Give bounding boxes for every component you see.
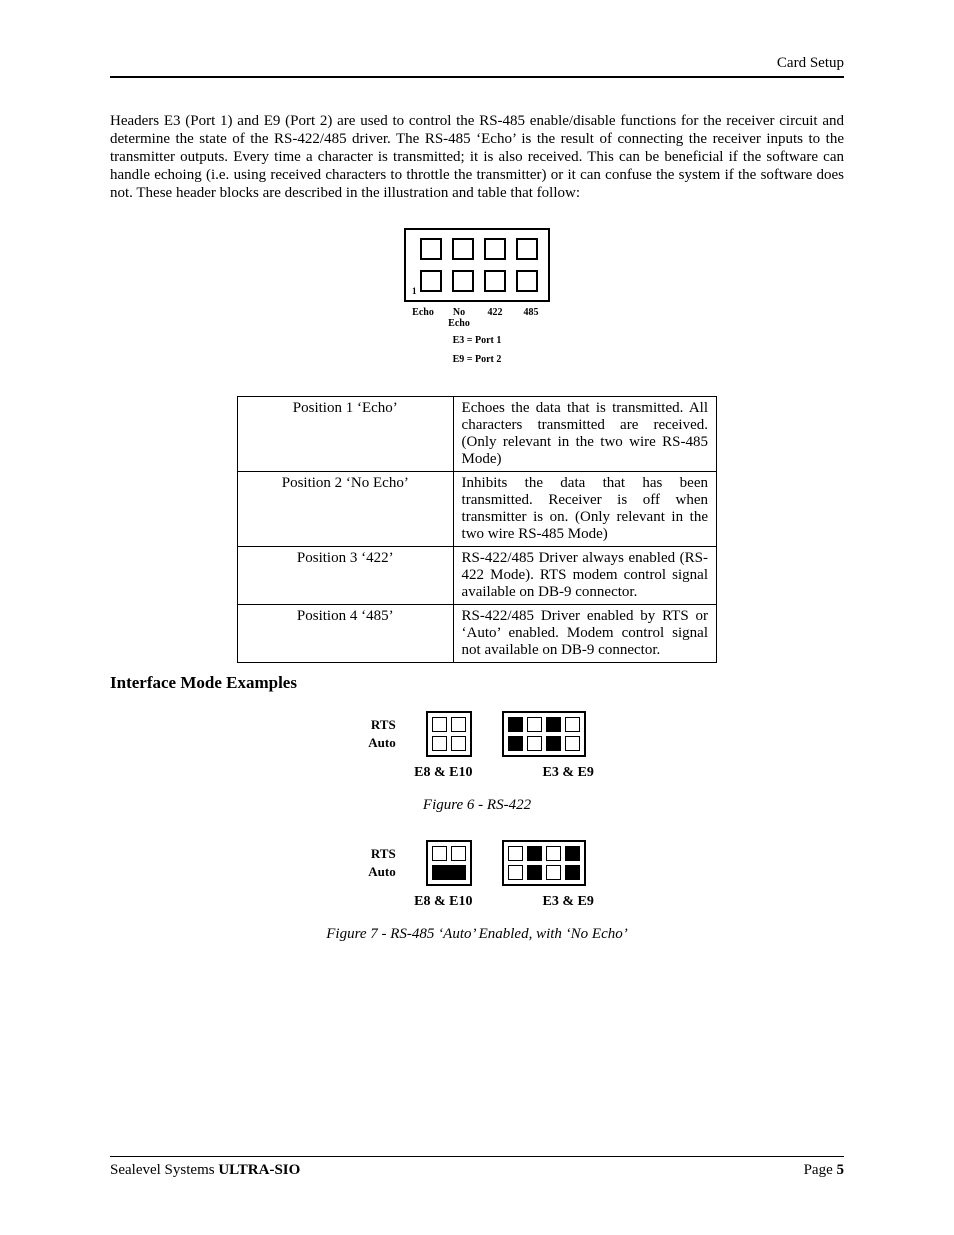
row-label-auto: Auto (368, 863, 395, 881)
footer-rule (110, 1156, 844, 1157)
jumper-box (404, 228, 550, 302)
jumper-pin (432, 736, 447, 751)
footer-product: ULTRA-SIO (218, 1162, 300, 1178)
footer-left: Sealevel Systems ULTRA-SIO (110, 1162, 300, 1179)
jumper-pin (508, 736, 523, 751)
figure7-caption: Figure 7 - RS-485 ‘Auto’ Enabled, with ‘… (110, 926, 844, 943)
jumper-pin (527, 846, 542, 861)
jumper-pin (527, 736, 542, 751)
figure-6: RTS Auto E8 & E10 E3 & E9 Figure 6 - RS-… (110, 711, 844, 814)
page-footer: Sealevel Systems ULTRA-SIO Page 5 (110, 1162, 844, 1179)
fig6-left-block (426, 711, 472, 757)
footer-page-number: 5 (837, 1162, 845, 1178)
fig6-right-grid (508, 717, 580, 751)
fig7-left-label: E8 & E10 (414, 894, 472, 910)
jumper-pin (420, 270, 442, 292)
table-row: Position 1 ‘Echo’Echoes the data that is… (238, 397, 717, 472)
table-row: Position 2 ‘No Echo’Inhibits the data th… (238, 472, 717, 547)
jumper-pin (451, 736, 466, 751)
intro-paragraph: Headers E3 (Port 1) and E9 (Port 2) are … (110, 112, 844, 202)
jumper-col-label: NoEcho (441, 308, 477, 329)
position-table: Position 1 ‘Echo’Echoes the data that is… (237, 396, 717, 663)
jumper-sublabel-2: E9 = Port 2 (387, 354, 567, 367)
position-description: RS-422/485 Driver enabled by RTS or ‘Aut… (453, 605, 716, 663)
jumper-sublabel-1: E3 = Port 1 (387, 335, 567, 348)
position-name: Position 1 ‘Echo’ (238, 397, 454, 472)
position-description: Inhibits the data that has been transmit… (453, 472, 716, 547)
jumper-pin (527, 717, 542, 732)
header-jumper-diagram: EchoNoEcho422485 E3 = Port 1 E9 = Port 2 (387, 228, 567, 366)
position-description: Echoes the data that is transmitted. All… (453, 397, 716, 472)
jumper-pin (546, 717, 561, 732)
fig7-right-grid (508, 846, 580, 880)
jumper-pin (546, 865, 561, 880)
jumper-pin (484, 238, 506, 260)
jumper-pin (452, 270, 474, 292)
jumper-pin (565, 717, 580, 732)
position-description: RS-422/485 Driver always enabled (RS-422… (453, 547, 716, 605)
jumper-pin (451, 846, 466, 861)
jumper-pin (508, 865, 523, 880)
footer-page-label: Page (804, 1162, 837, 1178)
jumper-pin (451, 717, 466, 732)
position-name: Position 3 ‘422’ (238, 547, 454, 605)
jumper-pin (516, 270, 538, 292)
figure-7: RTS Auto E8 & E10 E3 & E9 Figure 7 - RS-… (110, 840, 844, 943)
figure6-caption: Figure 6 - RS-422 (110, 797, 844, 814)
jumper-pin (546, 846, 561, 861)
fig7-right-label: E3 & E9 (543, 894, 594, 910)
fig6-left-grid (432, 717, 466, 751)
row-label-auto: Auto (368, 734, 395, 752)
fig6-right-label: E3 & E9 (543, 765, 594, 781)
row-labels: RTS Auto (368, 845, 395, 881)
footer-right: Page 5 (804, 1162, 844, 1179)
jumper-col-label: 422 (477, 308, 513, 329)
jumper-pin (527, 865, 542, 880)
fig7-left-block (426, 840, 472, 886)
jumper-col-labels: EchoNoEcho422485 (387, 308, 567, 329)
fig6-left-label: E8 & E10 (414, 765, 472, 781)
jumper-pin (516, 238, 538, 260)
table-row: Position 3 ‘422’RS-422/485 Driver always… (238, 547, 717, 605)
position-name: Position 4 ‘485’ (238, 605, 454, 663)
jumper-grid (420, 238, 538, 292)
fig6-right-block (502, 711, 586, 757)
jumper-col-label: Echo (405, 308, 441, 329)
header-rule (110, 76, 844, 78)
jumper-pin (420, 238, 442, 260)
jumper-pin (432, 846, 447, 861)
jumper-pin (508, 846, 523, 861)
jumper-col-label: 485 (513, 308, 549, 329)
section-header: Card Setup (110, 55, 844, 72)
jumper-pin (452, 238, 474, 260)
footer-company: Sealevel Systems (110, 1162, 218, 1178)
jumper-pin (565, 865, 580, 880)
row-labels: RTS Auto (368, 716, 395, 752)
jumper-pin (484, 270, 506, 292)
row-label-rts: RTS (368, 845, 395, 863)
fig7-right-block (502, 840, 586, 886)
jumper-pin (565, 846, 580, 861)
jumper-pin (546, 736, 561, 751)
section-heading: Interface Mode Examples (110, 673, 844, 693)
position-name: Position 2 ‘No Echo’ (238, 472, 454, 547)
jumper-pin (508, 717, 523, 732)
row-label-rts: RTS (368, 716, 395, 734)
fig7-left-grid (432, 846, 466, 880)
table-row: Position 4 ‘485’RS-422/485 Driver enable… (238, 605, 717, 663)
jumper-pin (432, 717, 447, 732)
jumper-strap (432, 865, 466, 880)
jumper-pin (565, 736, 580, 751)
